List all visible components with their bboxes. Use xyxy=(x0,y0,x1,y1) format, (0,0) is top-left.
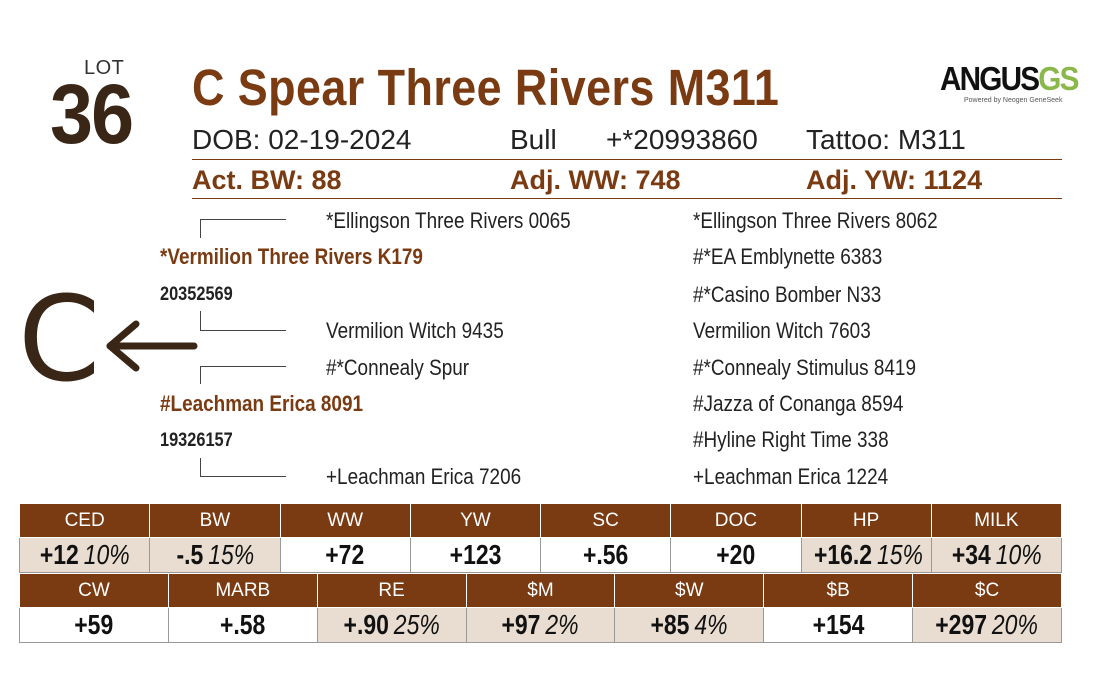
third-gen-ancestor: #*EA Emblynette 6383 xyxy=(693,244,883,269)
epd-value-cell: +85 4% xyxy=(614,607,765,643)
epd-value: +12 xyxy=(39,539,79,570)
pedigree-line xyxy=(200,219,286,220)
epd-percentile: 2% xyxy=(545,609,579,640)
epd-value: +297 xyxy=(935,609,988,640)
epd-value: +16.2 xyxy=(813,539,872,570)
epd-label: BW xyxy=(149,503,281,538)
dam-sire: #*Connealy Spur xyxy=(326,355,470,380)
epd-value-cell: +.56 xyxy=(539,537,672,573)
third-gen-ancestor: +Leachman Erica 1224 xyxy=(693,464,889,489)
epd-label: HP xyxy=(800,503,932,538)
sire-dam: Vermilion Witch 9435 xyxy=(326,318,504,343)
epd-value: +.90 xyxy=(343,609,389,640)
third-gen-ancestor: #*Casino Bomber N33 xyxy=(693,282,882,307)
epd-value-cell: -.5 15% xyxy=(149,537,281,573)
lot-label: LOT xyxy=(84,57,125,79)
epd-label: $W xyxy=(614,573,765,608)
epd-label: $C xyxy=(912,573,1062,608)
epd-value-cell: +72 xyxy=(279,537,411,573)
pedigree-line xyxy=(200,458,201,476)
epd-value-cell: +97 2% xyxy=(465,607,616,643)
third-gen-ancestor: Vermilion Witch 7603 xyxy=(693,318,871,343)
sire-name: *Vermilion Three Rivers K179 xyxy=(160,244,423,269)
pedigree-line xyxy=(200,366,286,367)
epd-value-cell: +12 10% xyxy=(18,537,151,573)
dam-name: #Leachman Erica 8091 xyxy=(160,391,364,416)
epd-percentile: 15% xyxy=(876,539,923,570)
epd-value: +.56 xyxy=(582,539,629,570)
third-gen-ancestor: #Jazza of Conanga 8594 xyxy=(693,391,904,416)
epd-value: +97 xyxy=(501,609,541,640)
epd-value: +20 xyxy=(716,539,756,570)
actual-birth-weight: Act. BW: 88 xyxy=(192,165,342,195)
dob: DOB: 02-19-2024 xyxy=(192,124,412,155)
dam-registration: 19326157 xyxy=(160,430,233,451)
breeder-mark: C xyxy=(18,270,101,408)
epd-value: -.5 xyxy=(176,539,203,570)
sex: Bull xyxy=(510,124,557,155)
epd-table-row2: CW MARB RE $M $W $B $C +59 +.58 +.90 25% +97 2% +85 4… xyxy=(19,573,1062,643)
tattoo: Tattoo: M311 xyxy=(806,124,966,155)
epd-label: CW xyxy=(19,573,169,608)
lot-number: 36 xyxy=(50,67,134,161)
adjusted-weaning-weight: Adj. WW: 748 xyxy=(510,165,681,195)
epd-percentile: 20% xyxy=(992,609,1039,640)
logo-accent-text: GS xyxy=(1038,60,1079,97)
epd-percentile: 10% xyxy=(995,539,1042,570)
epd-value-cell: +154 xyxy=(763,607,914,643)
pedigree-line xyxy=(200,311,201,330)
adjusted-yearling-weight: Adj. YW: 1124 xyxy=(806,165,983,195)
epd-value: +85 xyxy=(650,609,690,640)
angus-gs-logo-icon: ANGUSGS Powered by Neogen GeneSeek xyxy=(940,60,1079,112)
epd-value-cell: +16.2 15% xyxy=(800,537,932,573)
epd-value-cell: +123 xyxy=(409,537,542,573)
epd-value: +154 xyxy=(812,609,864,640)
epd-value: +72 xyxy=(325,539,365,570)
epd-label: WW xyxy=(279,503,411,538)
pedigree-line xyxy=(200,476,286,477)
epd-table-row1: CED BW WW YW SC DOC HP MILK +12 10% -.5 15% +72 +123… xyxy=(18,503,1063,573)
epd-percentile: 15% xyxy=(207,539,254,570)
epd-value-cell: +34 10% xyxy=(930,537,1063,573)
epd-label: CED xyxy=(18,503,151,538)
epd-label: YW xyxy=(409,503,542,538)
epd-value: +123 xyxy=(449,539,502,570)
dam-dam: +Leachman Erica 7206 xyxy=(326,464,522,489)
third-gen-ancestor: *Ellingson Three Rivers 8062 xyxy=(693,208,938,233)
pedigree-line xyxy=(200,366,201,384)
third-gen-ancestor: #Hyline Right Time 338 xyxy=(693,427,889,452)
logo-subtext: Powered by Neogen GeneSeek xyxy=(964,97,1063,104)
sire-registration: 20352569 xyxy=(160,284,233,305)
epd-label: MILK xyxy=(930,503,1063,538)
epd-percentile: 25% xyxy=(393,609,440,640)
registration-number: +*20993860 xyxy=(606,124,758,155)
epd-value-cell: +.58 xyxy=(167,607,318,643)
sire-sire: *Ellingson Three Rivers 0065 xyxy=(326,208,571,233)
epd-percentile: 10% xyxy=(83,539,130,570)
pedigree-line xyxy=(200,330,286,331)
divider-top xyxy=(192,159,1062,160)
pedigree-line xyxy=(200,219,201,238)
arrow-left-icon xyxy=(106,320,198,372)
third-gen-ancestor: #*Connealy Stimulus 8419 xyxy=(693,355,916,380)
epd-value: +.58 xyxy=(220,609,266,640)
epd-label: $M xyxy=(465,573,616,608)
epd-value-cell: +20 xyxy=(670,537,802,573)
epd-value: +34 xyxy=(951,539,991,570)
epd-value-cell: +297 20% xyxy=(912,607,1062,643)
epd-label: RE xyxy=(316,573,467,608)
epd-value-cell: +.90 25% xyxy=(316,607,467,643)
divider-bottom xyxy=(192,198,1062,199)
epd-value: +59 xyxy=(74,609,114,640)
epd-label: $B xyxy=(763,573,914,608)
logo-main-text: ANGUS xyxy=(940,60,1040,97)
animal-name: C Spear Three Rivers M311 xyxy=(192,59,780,116)
epd-value-cell: +59 xyxy=(19,607,169,643)
epd-percentile: 4% xyxy=(694,609,728,640)
epd-label: DOC xyxy=(670,503,802,538)
epd-label: SC xyxy=(539,503,672,538)
epd-label: MARB xyxy=(167,573,318,608)
